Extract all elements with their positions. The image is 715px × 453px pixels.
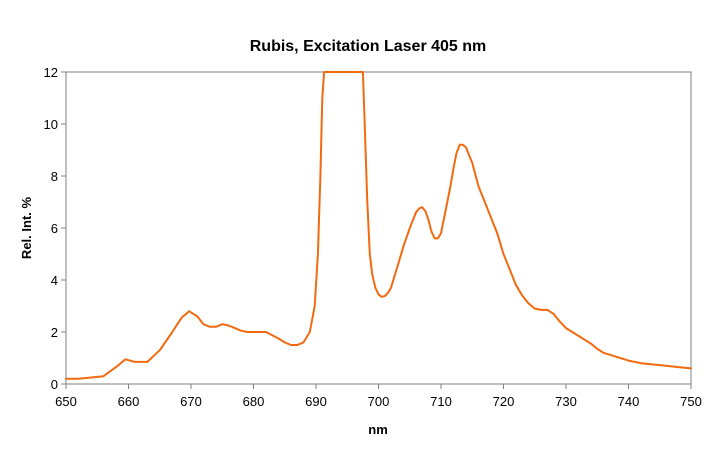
plot-area (65, 71, 692, 385)
x-tick-label: 670 (180, 394, 202, 409)
x-tick-label: 740 (618, 394, 640, 409)
x-tick-label: 690 (305, 394, 327, 409)
x-tick-label: 750 (680, 394, 702, 409)
x-tick-label: 660 (118, 394, 140, 409)
y-tick-label: 2 (51, 325, 58, 340)
x-tick-label: 650 (55, 394, 77, 409)
y-tick-label: 4 (51, 273, 58, 288)
y-axis-title: Rel. Int. % (19, 197, 34, 260)
x-tick-label: 710 (430, 394, 452, 409)
x-tick-label: 680 (243, 394, 265, 409)
x-tick-label: 720 (493, 394, 515, 409)
x-tick-label: 700 (368, 394, 390, 409)
y-tick-label: 6 (51, 221, 58, 236)
x-tick-label: 730 (555, 394, 577, 409)
y-tick-label: 12 (44, 65, 58, 80)
x-axis: 650 660 670 680 690 700 710 720 730 740 750 (55, 384, 702, 409)
chart-title: Rubis, Excitation Laser 405 nm (250, 38, 487, 55)
y-axis: 0 2 4 6 8 10 12 (44, 65, 66, 392)
y-tick-label: 8 (51, 169, 58, 184)
series-line (65, 71, 692, 380)
y-tick-label: 10 (44, 117, 58, 132)
y-tick-label: 0 (51, 377, 58, 392)
x-axis-title: nm (368, 422, 388, 437)
